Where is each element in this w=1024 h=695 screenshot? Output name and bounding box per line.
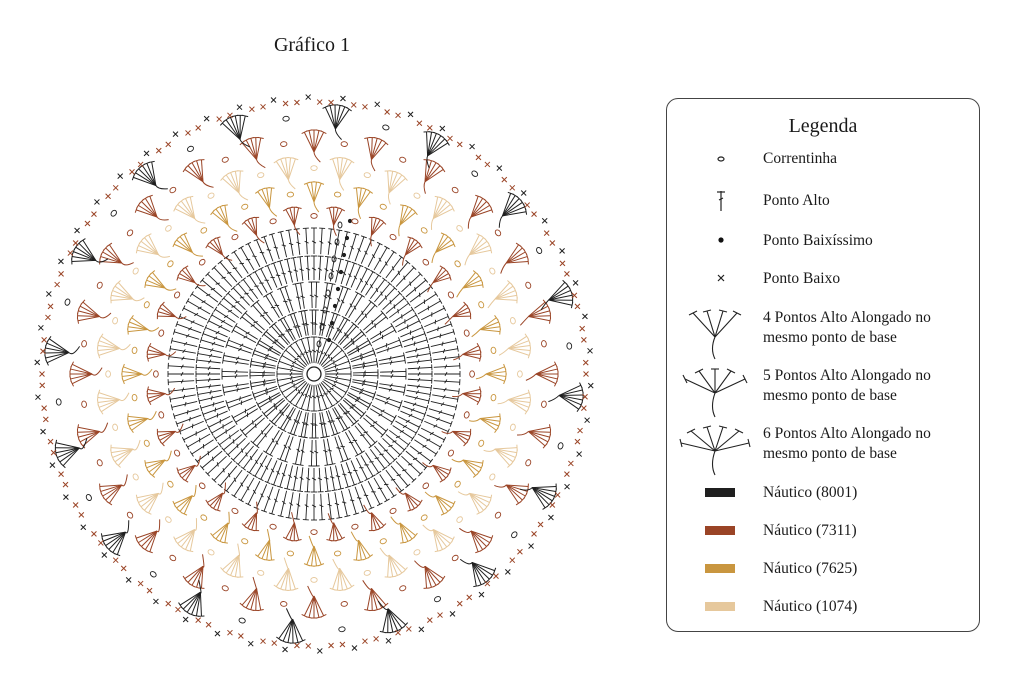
legend-label: Náutico (7625) bbox=[763, 560, 858, 577]
legend-item-4-fan: 4 Pontos Alto Alongado no mesmo ponto de… bbox=[667, 307, 979, 360]
legend-label: 4 Pontos Alto Alongado no mesmo ponto de… bbox=[763, 309, 931, 346]
legend-title: Legenda bbox=[788, 115, 858, 137]
legend-color-7311: Náutico (7311) bbox=[667, 521, 979, 565]
legend-item-double-crochet: Ponto Alto bbox=[667, 189, 979, 233]
color-swatch-7311 bbox=[705, 526, 735, 535]
legend-color-1074: Náutico (1074) bbox=[667, 597, 979, 641]
legend-label: 6 Pontos Alto Alongado no mesmo ponto de… bbox=[763, 425, 931, 462]
legend-label: Náutico (1074) bbox=[763, 598, 858, 615]
legend-label: Náutico (8001) bbox=[763, 484, 858, 501]
six-stitch-fan-icon bbox=[679, 425, 751, 476]
legend-item-chain: Correntinha bbox=[667, 147, 979, 191]
legend-label: Correntinha bbox=[763, 150, 838, 167]
legend-item-single-crochet: Ponto Baixo bbox=[667, 267, 979, 311]
legend-label: Náutico (7311) bbox=[763, 522, 857, 539]
color-swatch-1074 bbox=[705, 602, 735, 611]
single-crochet-icon bbox=[717, 274, 725, 282]
legend-label: Ponto Baixo bbox=[763, 270, 841, 287]
magic-ring bbox=[306, 366, 322, 382]
color-swatch-7625 bbox=[705, 564, 735, 573]
chart-title: Gráfico 1 bbox=[273, 34, 351, 56]
five-stitch-fan-icon bbox=[682, 368, 748, 418]
crochet-round-diagram bbox=[34, 94, 594, 654]
four-stitch-fan-icon bbox=[688, 309, 742, 360]
round-gold-1 bbox=[121, 181, 507, 567]
legend-item-5-fan: 5 Pontos Alto Alongado no mesmo ponto de… bbox=[667, 365, 979, 418]
legend-color-7625: Náutico (7625) bbox=[667, 559, 979, 603]
legend-item-6-fan: 6 Pontos Alto Alongado no mesmo ponto de… bbox=[667, 423, 979, 476]
round-black-outer bbox=[44, 104, 584, 644]
legend-label: 5 Pontos Alto Alongado no mesmo ponto de… bbox=[763, 367, 931, 404]
legend-color-8001: Náutico (8001) bbox=[667, 483, 979, 527]
border-single-crochet bbox=[34, 94, 594, 654]
legend-item-slip-stitch: Ponto Baixíssimo bbox=[667, 229, 979, 273]
slip-stitch-icon bbox=[718, 237, 724, 243]
legend-panel: Legenda Correntinha Ponto Alto Ponto Bai… bbox=[666, 98, 980, 632]
chain-stitch-icon bbox=[717, 156, 725, 162]
color-swatch-8001 bbox=[705, 488, 735, 497]
double-crochet-icon bbox=[717, 191, 725, 211]
legend-label: Ponto Baixíssimo bbox=[763, 232, 873, 249]
round-sand-1 bbox=[96, 156, 532, 592]
legend-label: Ponto Alto bbox=[763, 192, 830, 209]
round-rust-1 bbox=[146, 206, 482, 542]
round-rust-2 bbox=[69, 129, 559, 619]
inner-rounds bbox=[167, 227, 461, 521]
